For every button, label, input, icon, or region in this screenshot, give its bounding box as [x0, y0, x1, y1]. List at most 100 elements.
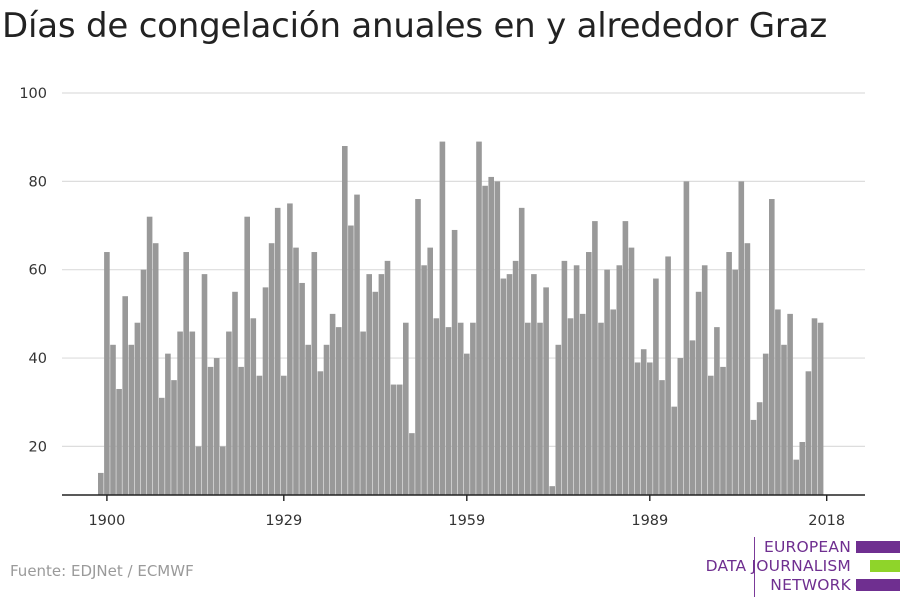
bar-1913	[183, 252, 189, 495]
bar-1936	[323, 344, 330, 495]
bar-2016	[811, 318, 818, 495]
bar-1945	[378, 274, 385, 495]
bar-1927	[268, 243, 275, 495]
bar-2015	[805, 371, 812, 495]
bar-1955	[439, 141, 446, 496]
bar-1905	[134, 322, 141, 495]
bar-2011	[781, 344, 787, 495]
bar-1956	[445, 327, 452, 495]
bar-1986	[628, 247, 635, 495]
bar-1979	[586, 252, 592, 495]
bar-1935	[317, 371, 324, 495]
bar-1915	[195, 446, 202, 495]
bar-2014	[799, 441, 806, 495]
bar-1990	[653, 278, 659, 495]
bar-1938	[335, 327, 342, 495]
y-tick-label: 20	[29, 439, 47, 455]
bar-1999	[708, 375, 714, 495]
bar-1957	[451, 229, 458, 495]
bar-1998	[701, 265, 708, 495]
source-note: Fuente: EDJNet / ECMWF	[10, 562, 194, 580]
bar-1977	[573, 265, 580, 495]
bar-1975	[561, 260, 568, 495]
bar-1931	[293, 247, 299, 495]
bar-1982	[604, 269, 610, 495]
bar-1943	[366, 274, 372, 495]
bar-1919	[220, 446, 226, 495]
bar-1963	[488, 176, 494, 495]
bar-1911	[171, 380, 177, 495]
bar-1947	[390, 384, 397, 495]
bar-1922	[238, 366, 244, 495]
bar-2013	[793, 459, 799, 495]
bar-1902	[116, 388, 122, 495]
bar-1996	[689, 340, 696, 495]
bar-2001	[720, 366, 726, 495]
logo-line-data-journalism: DATA JOURNALISM	[705, 557, 851, 575]
bar-1900	[104, 252, 110, 495]
x-tick-label: 1900	[88, 513, 125, 529]
bar-1929	[281, 375, 287, 495]
bar-1981	[598, 322, 604, 495]
y-tick-label: 40	[29, 351, 47, 367]
bar-1972	[543, 287, 549, 495]
bar-1970	[531, 274, 537, 495]
bar-1951	[415, 199, 421, 495]
bar-1923	[244, 216, 250, 495]
bar-1904	[128, 344, 135, 495]
bar-2010	[775, 309, 781, 495]
y-tick-label: 100	[19, 86, 47, 102]
bar-1914	[189, 331, 196, 495]
bar-1976	[567, 318, 574, 495]
bar-1906	[140, 269, 147, 495]
logo-bar-purple-top	[856, 541, 900, 553]
bar-2017	[817, 322, 824, 495]
bar-1903	[122, 296, 128, 495]
bar-1991	[659, 380, 665, 495]
bar-1983	[610, 309, 616, 495]
bar-1899	[98, 472, 104, 495]
y-tick-label: 80	[29, 174, 47, 190]
bar-2012	[787, 313, 793, 495]
bar-1997	[695, 291, 702, 495]
bar-1969	[525, 322, 531, 495]
bar-1946	[384, 260, 391, 495]
x-tick-label: 2018	[808, 513, 845, 529]
bar-1968	[518, 207, 525, 495]
logo-divider	[754, 537, 755, 597]
bar-1949	[403, 322, 409, 495]
bar-1984	[616, 265, 623, 495]
x-tick-label: 1959	[448, 513, 485, 529]
bar-1993	[671, 406, 677, 495]
logo-line-network: NETWORK	[770, 576, 851, 594]
x-tick-label: 1929	[265, 513, 302, 529]
chart-title: Días de congelación anuales en y alreded…	[2, 6, 827, 46]
bar-1961	[476, 141, 482, 496]
y-tick-label: 60	[29, 263, 47, 279]
logo-bar-green	[870, 560, 900, 572]
bar-1908	[152, 243, 159, 495]
bar-1942	[360, 331, 366, 495]
bar-1940	[348, 225, 354, 495]
bar-1907	[146, 216, 153, 495]
bar-1916	[201, 274, 208, 495]
bars	[98, 141, 824, 496]
bar-1967	[512, 260, 519, 495]
logo-bar-purple-bottom	[856, 579, 900, 591]
bar-1925	[256, 375, 263, 495]
bar-1920	[226, 331, 232, 495]
bar-1980	[592, 221, 598, 495]
bar-1974	[555, 344, 562, 495]
bar-1921	[232, 291, 238, 495]
bar-1926	[262, 287, 269, 495]
bar-1995	[683, 181, 690, 495]
bar-1950	[409, 433, 415, 495]
bar-1973	[549, 486, 555, 495]
bar-1934	[311, 252, 318, 495]
bar-2003	[732, 269, 738, 495]
bar-1941	[354, 194, 360, 495]
bar-2004	[738, 181, 745, 495]
bar-1924	[250, 318, 257, 495]
y-axis-labels: 20 40 60 80 100	[19, 86, 47, 455]
bar-1901	[110, 344, 116, 495]
